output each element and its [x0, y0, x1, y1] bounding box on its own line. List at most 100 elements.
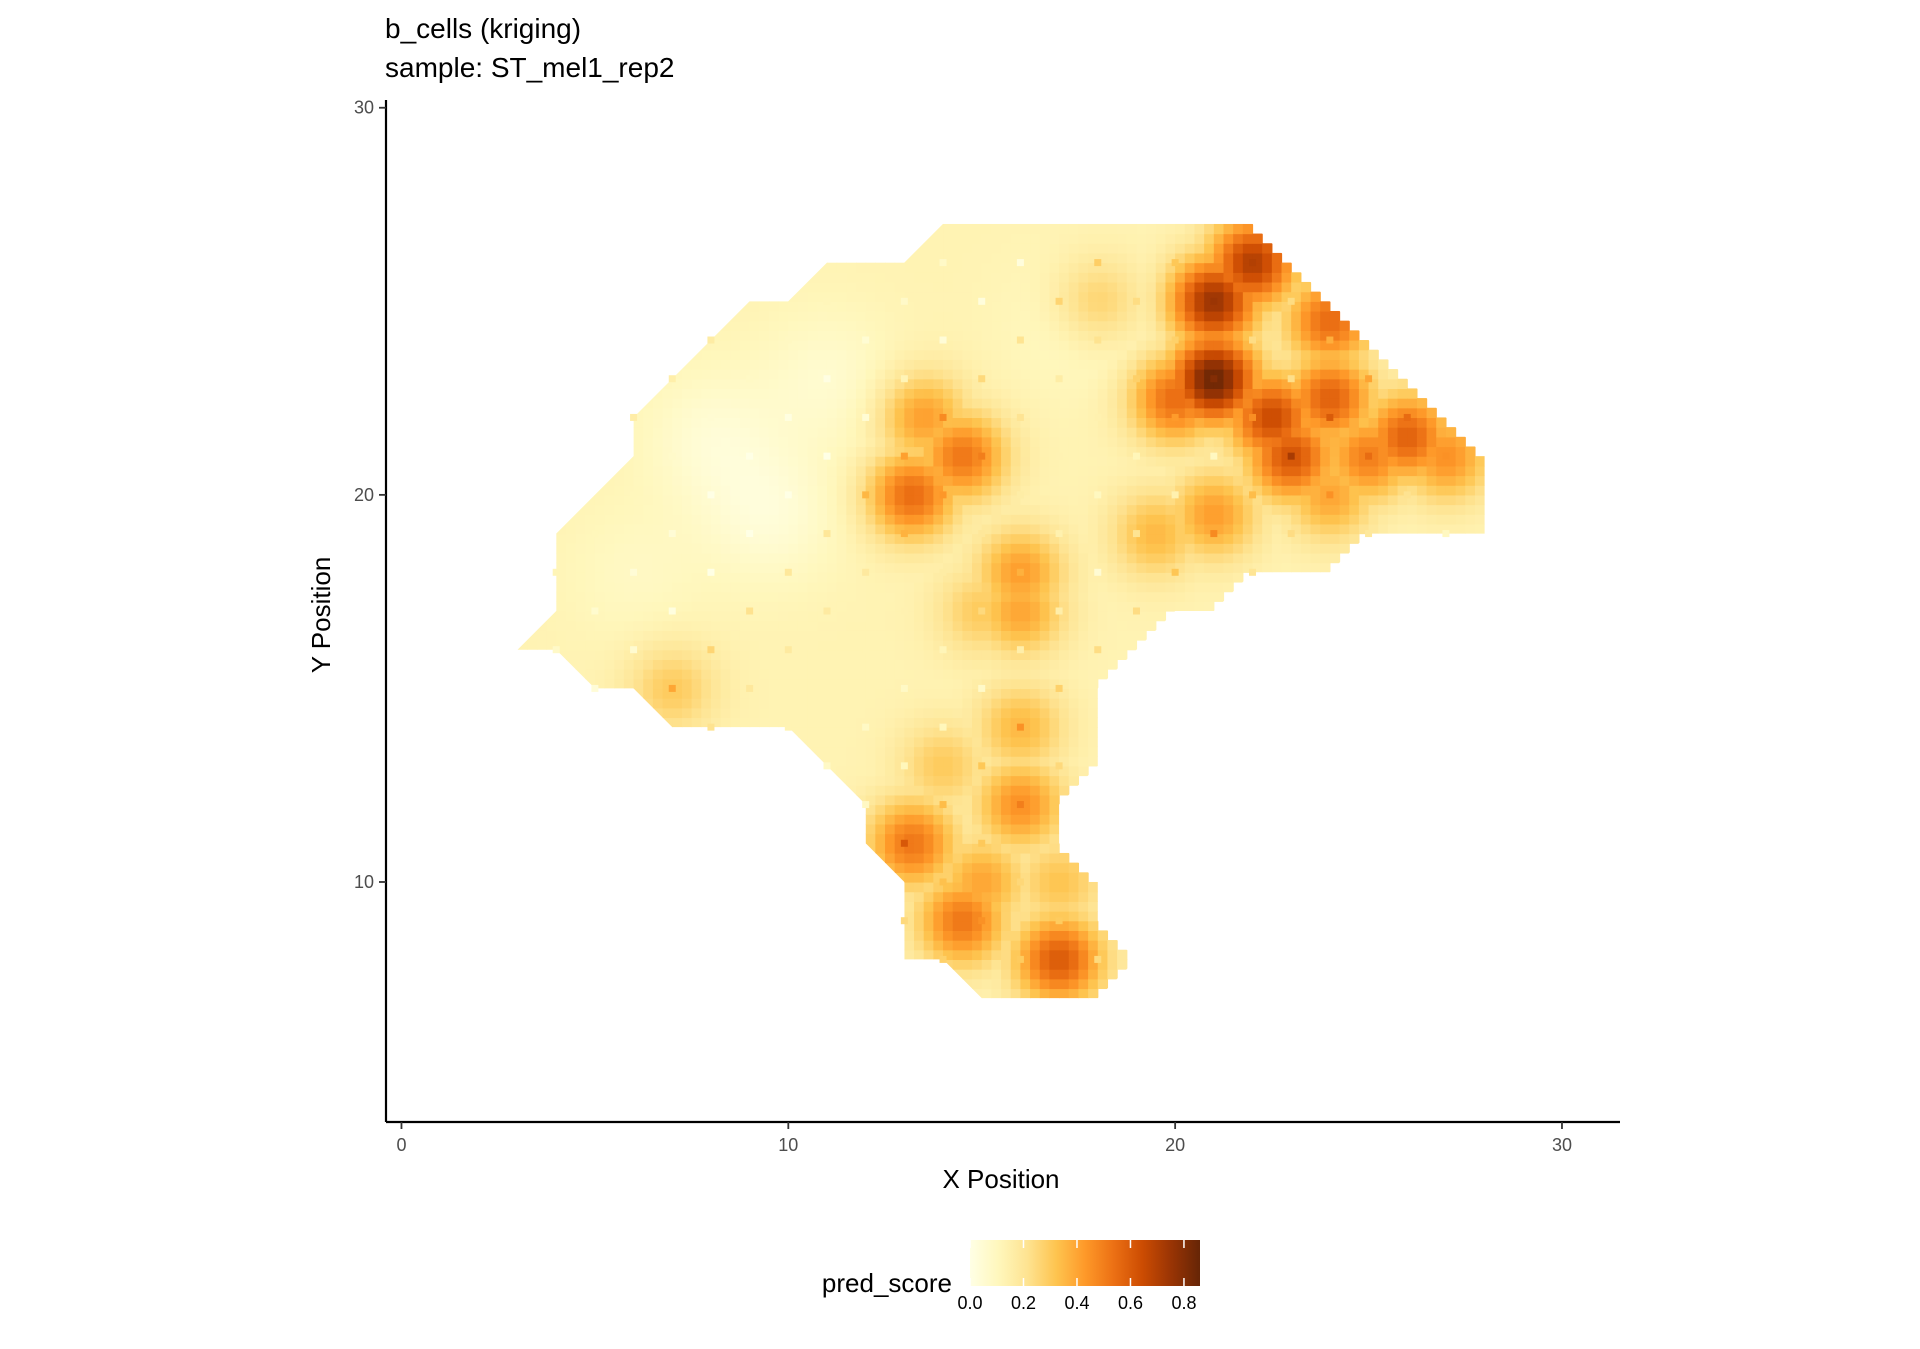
heat-cell	[585, 562, 596, 573]
heat-cell	[1107, 475, 1118, 486]
heat-cell	[836, 281, 847, 293]
heat-cell	[865, 794, 876, 806]
heat-cell	[1097, 417, 1109, 428]
heat-cell	[759, 620, 770, 631]
heat-cell	[1078, 949, 1089, 961]
heat-cell	[1078, 494, 1089, 506]
heat-cell	[1059, 630, 1070, 641]
heat-cell	[1233, 243, 1244, 254]
heat-cell	[1233, 485, 1244, 496]
heat-cell	[894, 485, 905, 496]
heat-cell	[846, 533, 857, 544]
heat-cell	[1039, 601, 1051, 612]
heat-cell	[894, 659, 905, 670]
heat-cell	[856, 465, 867, 477]
heat-cell	[749, 620, 760, 631]
heat-cell	[981, 475, 992, 486]
heat-cell	[962, 717, 973, 728]
heat-cell	[1088, 320, 1099, 331]
heat-cell	[914, 911, 925, 922]
heat-cell	[759, 514, 770, 525]
heat-cell	[981, 949, 992, 961]
heat-cell	[923, 669, 934, 680]
heat-cell	[904, 388, 915, 399]
heat-cell	[923, 485, 934, 496]
heat-cell	[972, 872, 983, 883]
heat-cell	[923, 272, 934, 283]
heat-cell	[1059, 340, 1070, 351]
heat-cell	[1184, 446, 1196, 457]
heat-cell	[972, 436, 983, 448]
heat-cell	[894, 872, 905, 883]
heat-cell	[759, 349, 770, 360]
heat-cell	[749, 678, 760, 690]
heat-cell	[1291, 436, 1302, 448]
heat-cell	[865, 562, 876, 573]
heat-cell	[846, 349, 857, 360]
heat-cell	[1358, 446, 1370, 457]
heat-cell	[1175, 446, 1186, 457]
heat-cell	[1010, 291, 1022, 302]
heat-cell	[1126, 320, 1138, 331]
heat-cell	[904, 378, 915, 390]
y-tick-label: 10	[354, 872, 374, 892]
heat-cell	[681, 465, 693, 477]
heat-cell	[1223, 572, 1234, 583]
heat-cell	[1088, 717, 1099, 728]
heat-cell	[933, 746, 944, 757]
heat-cell	[768, 417, 780, 428]
heat-cell	[1088, 494, 1099, 506]
heat-cell	[943, 233, 954, 244]
heat-cell	[1291, 465, 1302, 477]
heat-cell	[1039, 252, 1051, 264]
heat-cell	[1001, 349, 1012, 360]
heat-cell	[1310, 533, 1321, 544]
heat-cell	[836, 436, 847, 448]
heat-cell	[1465, 523, 1476, 535]
spot-marker	[1287, 452, 1295, 460]
heat-cell	[1349, 475, 1360, 486]
heat-cell	[768, 359, 780, 370]
heat-cell	[1349, 330, 1360, 341]
heat-cell	[1194, 252, 1205, 264]
heat-cell	[1300, 446, 1312, 457]
spot-marker	[862, 801, 870, 809]
heat-cell	[1194, 456, 1205, 467]
heat-cell	[991, 775, 1002, 786]
heat-cell	[933, 543, 944, 554]
heat-cell	[778, 436, 789, 448]
spot-marker	[1016, 568, 1024, 576]
spot-marker	[591, 530, 599, 538]
heat-cell	[1349, 398, 1360, 409]
heat-cell	[1030, 427, 1041, 438]
heat-cell	[1030, 591, 1041, 602]
heat-cell	[952, 223, 963, 235]
heat-cell	[1107, 572, 1118, 583]
heat-cell	[1262, 533, 1273, 544]
heat-cell	[652, 436, 664, 448]
heat-cell	[817, 678, 828, 690]
heat-cell	[1146, 330, 1157, 341]
heat-cell	[981, 736, 992, 748]
heat-cell	[981, 707, 992, 719]
heat-cell	[730, 630, 741, 641]
heat-cell	[914, 378, 925, 390]
heat-cell	[710, 465, 722, 477]
heat-cell	[1349, 388, 1360, 399]
heat-cell	[962, 359, 973, 370]
heat-cell	[1146, 581, 1157, 593]
heat-cell	[1465, 456, 1476, 467]
heat-cell	[972, 233, 983, 244]
heat-cell	[710, 475, 722, 486]
heat-cell	[1213, 523, 1225, 535]
heat-cell	[933, 881, 944, 893]
heat-cell	[623, 456, 635, 467]
heat-cell	[991, 678, 1002, 690]
heat-cell	[1001, 949, 1012, 961]
spot-marker	[552, 646, 560, 654]
heat-cell	[1068, 340, 1080, 351]
heat-cell	[585, 601, 596, 612]
heat-cell	[710, 330, 722, 341]
heat-cell	[1291, 369, 1302, 380]
heat-cell	[1059, 262, 1070, 273]
